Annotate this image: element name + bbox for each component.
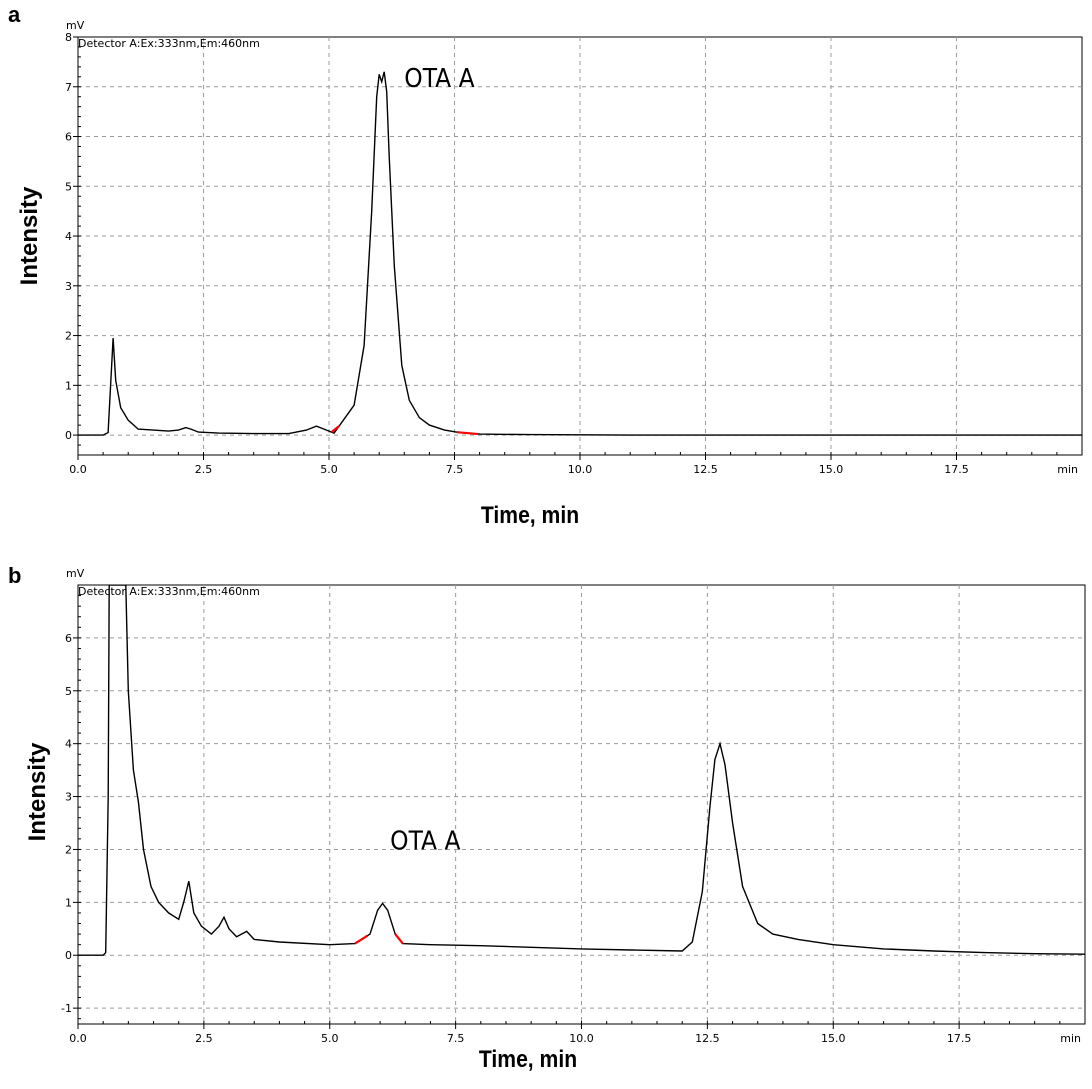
y-tick-label: 0 xyxy=(65,429,72,442)
x-tick-label: 0.0 xyxy=(69,1032,87,1045)
y-tick-label: 2 xyxy=(65,843,72,856)
y-tick-label: 3 xyxy=(65,280,72,293)
y-tick-label: 6 xyxy=(65,131,72,144)
integration-marker xyxy=(456,431,478,436)
x-tick-label: 5.0 xyxy=(320,463,338,476)
x-tick-label: 5.0 xyxy=(321,1032,339,1045)
y-tick-label: 8 xyxy=(65,31,72,44)
peak-annotation: OTA A xyxy=(404,63,474,93)
y-tick-label: 4 xyxy=(65,738,72,751)
x-tick-label: 10.0 xyxy=(569,1032,594,1045)
x-tick-label: 0.0 xyxy=(69,463,87,476)
x-tick-label: 10.0 xyxy=(568,463,593,476)
y-tick-label: 3 xyxy=(65,791,72,804)
chromatogram-panel-b: b 0.0 2.5 5.0 7.5 10.0 12.5 15.0 17.5 min -1 0 1 2 3 4… xyxy=(0,545,1092,1089)
y-tick-label: 6 xyxy=(65,632,72,645)
x-axis-title-b: Time, min xyxy=(478,1046,578,1073)
x-tick-label: 12.5 xyxy=(695,1032,720,1045)
y-unit-label: mV xyxy=(66,567,85,580)
y-unit-label: mV xyxy=(66,19,85,32)
x-tick-label: 17.5 xyxy=(944,463,969,476)
chromatogram-panel-a: a 0.0 2.5 5.0 7.5 10.0 12.5 15.0 17.5 min 0 1 2 3 4 5 6… xyxy=(8,2,1083,529)
chromatogram-b-plot: 0.0 2.5 5.0 7.5 10.0 12.5 15.0 17.5 min -1 0 1 2 3 4 5 6… xyxy=(61,567,1086,1045)
detector-label: Detector A:Ex:333nm,Em:460nm xyxy=(78,37,260,50)
y-tick-label: -1 xyxy=(61,1002,72,1015)
x-tick-label: 2.5 xyxy=(195,1032,213,1045)
y-tick-label: 0 xyxy=(65,949,72,962)
y-tick-label: 7 xyxy=(65,81,72,94)
x-unit-label: min xyxy=(1060,1032,1081,1045)
integration-marker xyxy=(330,425,340,433)
x-tick-label: 2.5 xyxy=(195,463,213,476)
y-axis-title-a: Intensity xyxy=(16,186,43,286)
y-tick-label: 4 xyxy=(65,230,72,243)
x-axis-title-a: Time, min xyxy=(480,502,580,529)
panel-letter-b: b xyxy=(8,563,22,588)
x-unit-label: min xyxy=(1057,463,1078,476)
detector-label: Detector A:Ex:333nm,Em:460nm xyxy=(78,585,260,598)
panel-letter-a: a xyxy=(8,2,21,27)
x-tick-label: 7.5 xyxy=(446,463,464,476)
x-tick-label: 15.0 xyxy=(819,463,844,476)
x-tick-label: 12.5 xyxy=(693,463,718,476)
y-axis-title-b: Intensity xyxy=(24,742,51,842)
x-tick-label: 17.5 xyxy=(947,1032,972,1045)
integration-marker xyxy=(354,934,369,945)
integration-marker xyxy=(394,933,404,945)
y-tick-label: 5 xyxy=(65,685,72,698)
peak-annotation: OTA A xyxy=(390,825,460,855)
chromatogram-a-plot: 0.0 2.5 5.0 7.5 10.0 12.5 15.0 17.5 min 0 1 2 3 4 5 6 7 8… xyxy=(65,19,1083,476)
y-tick-label: 1 xyxy=(65,896,72,909)
y-tick-label: 1 xyxy=(65,379,72,392)
y-tick-label: 2 xyxy=(65,330,72,343)
x-tick-label: 7.5 xyxy=(447,1032,465,1045)
x-tick-label: 15.0 xyxy=(821,1032,846,1045)
y-tick-label: 5 xyxy=(65,180,72,193)
